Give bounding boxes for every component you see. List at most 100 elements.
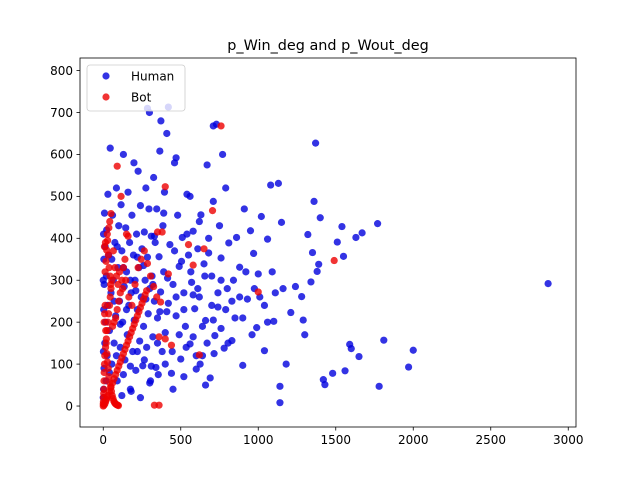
point-human bbox=[338, 222, 346, 231]
point-human bbox=[217, 276, 225, 284]
point-human bbox=[339, 252, 348, 260]
point-human bbox=[146, 379, 154, 387]
point-bot bbox=[150, 282, 158, 291]
point-human bbox=[150, 173, 158, 182]
point-human bbox=[174, 211, 182, 219]
point-human bbox=[224, 339, 232, 347]
point-human bbox=[291, 282, 300, 291]
axes-frame bbox=[79, 57, 577, 428]
point-human bbox=[405, 363, 413, 371]
chart-title: p_Win_deg and p_Wout_deg bbox=[227, 38, 429, 54]
point-human bbox=[310, 197, 318, 206]
y-tick-label: 600 bbox=[50, 148, 73, 162]
point-human bbox=[222, 305, 230, 314]
point-human bbox=[250, 249, 258, 257]
point-human bbox=[116, 320, 124, 328]
point-human bbox=[187, 268, 195, 276]
point-human bbox=[197, 211, 205, 219]
point-human bbox=[172, 312, 180, 320]
point-human bbox=[358, 229, 366, 237]
point-human bbox=[127, 387, 135, 395]
point-human bbox=[201, 316, 210, 325]
point-human bbox=[219, 150, 227, 159]
point-human bbox=[220, 344, 228, 352]
point-bot bbox=[121, 255, 129, 263]
point-human bbox=[180, 305, 188, 314]
point-bot bbox=[122, 276, 130, 284]
point-human bbox=[158, 347, 166, 356]
point-bot bbox=[143, 287, 151, 295]
point-bot bbox=[103, 358, 112, 366]
point-human bbox=[209, 122, 217, 130]
point-bot bbox=[101, 301, 109, 309]
point-human bbox=[151, 238, 159, 247]
point-human bbox=[118, 247, 126, 255]
point-human bbox=[346, 340, 354, 348]
point-human bbox=[192, 365, 200, 373]
point-human bbox=[409, 346, 417, 354]
x-tick-label: 500 bbox=[169, 433, 192, 447]
point-human bbox=[133, 347, 141, 356]
point-human bbox=[375, 382, 383, 390]
point-human bbox=[155, 253, 163, 261]
point-human bbox=[180, 373, 188, 381]
point-human bbox=[211, 331, 219, 340]
legend-marker-human bbox=[102, 72, 110, 80]
point-human bbox=[329, 369, 337, 377]
point-human bbox=[170, 247, 179, 255]
point-human bbox=[169, 385, 177, 393]
point-human bbox=[136, 337, 144, 345]
point-bot bbox=[105, 264, 113, 272]
point-human bbox=[117, 201, 125, 209]
point-bot bbox=[105, 224, 113, 232]
point-human bbox=[153, 339, 162, 347]
point-human bbox=[274, 179, 282, 187]
point-bot bbox=[143, 259, 152, 268]
point-human bbox=[307, 278, 315, 286]
point-human bbox=[254, 270, 262, 278]
point-human bbox=[203, 161, 211, 169]
point-bot bbox=[105, 373, 113, 381]
x-tick-label: 3000 bbox=[553, 433, 584, 447]
point-human bbox=[201, 272, 209, 280]
point-human bbox=[119, 370, 127, 379]
point-bot bbox=[114, 402, 123, 410]
point-human bbox=[195, 217, 203, 226]
point-human bbox=[208, 301, 216, 309]
point-human bbox=[118, 391, 126, 400]
point-bot bbox=[195, 351, 203, 359]
point-human bbox=[153, 314, 162, 322]
point-bot bbox=[109, 247, 117, 255]
point-human bbox=[208, 272, 216, 280]
point-human bbox=[217, 324, 225, 333]
point-human bbox=[304, 230, 312, 239]
point-human bbox=[210, 350, 218, 358]
point-human bbox=[161, 360, 169, 368]
y-tick-label: 0 bbox=[65, 399, 73, 413]
point-bot bbox=[106, 293, 114, 301]
point-bot bbox=[104, 364, 112, 372]
y-tick-label: 400 bbox=[50, 232, 73, 246]
point-human bbox=[236, 293, 244, 301]
point-bot bbox=[164, 270, 172, 278]
point-human bbox=[277, 218, 286, 226]
point-bot bbox=[106, 217, 114, 226]
point-human bbox=[156, 147, 164, 155]
point-bot bbox=[140, 247, 148, 255]
point-human bbox=[130, 159, 138, 167]
point-bot bbox=[102, 326, 110, 335]
y-tick-label: 800 bbox=[50, 64, 73, 78]
point-human bbox=[189, 227, 197, 235]
point-bot bbox=[102, 257, 110, 265]
point-human bbox=[166, 241, 174, 249]
point-human bbox=[341, 367, 349, 375]
point-human bbox=[267, 181, 275, 189]
legend-label-human: Human bbox=[131, 69, 174, 83]
point-human bbox=[232, 233, 241, 242]
point-human bbox=[143, 253, 152, 261]
point-human bbox=[270, 317, 278, 325]
point-human bbox=[139, 322, 148, 330]
point-human bbox=[104, 190, 112, 198]
x-tick-label: 1500 bbox=[320, 433, 351, 447]
point-bot bbox=[107, 280, 115, 289]
